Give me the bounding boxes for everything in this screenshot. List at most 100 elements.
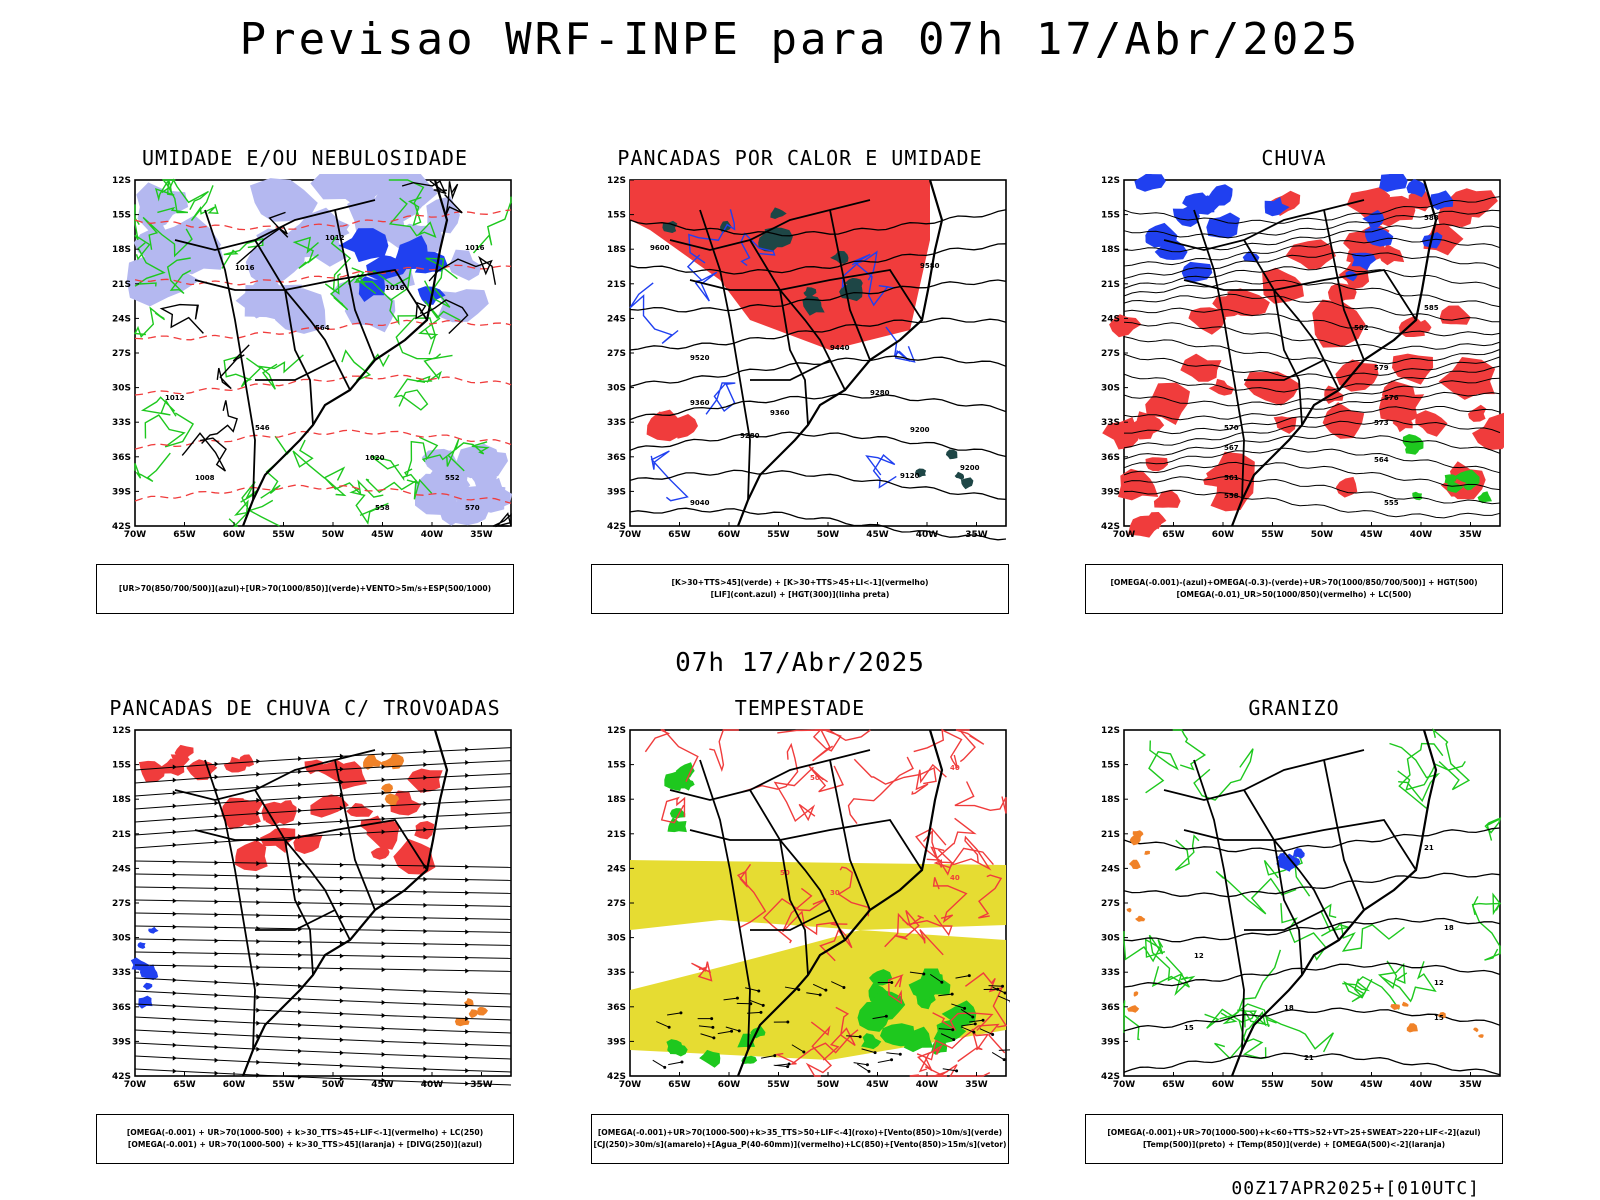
streamline-arrow <box>172 1055 177 1061</box>
hgt500-contour <box>1123 321 1501 351</box>
precipitable-water-contour <box>932 877 968 924</box>
streamline-arrow <box>465 929 470 935</box>
humidity-contour <box>228 499 274 527</box>
storm-area <box>310 794 349 818</box>
lon-tick-label: 40W <box>421 1080 444 1090</box>
forecast-map[interactable]: 504030405012S15S18S21S24S27S30S33S36S39S… <box>590 724 1010 1098</box>
hgt500-contour <box>1123 279 1501 308</box>
lifted-index-contour <box>841 250 878 289</box>
streamline <box>134 786 512 810</box>
hgt500-contour <box>1123 251 1501 280</box>
streamline-arrow <box>381 790 386 796</box>
wind-vector <box>749 999 764 1006</box>
streamline-arrow <box>423 1001 428 1007</box>
instability-area <box>758 233 779 252</box>
run-time-label: 00Z17APR2025+[010UTC] <box>1231 1178 1480 1199</box>
lat-tick-label: 33S <box>1101 418 1120 428</box>
forecast-map[interactable]: 12 15 18 21 12 15 18 21 12S 15S 18S 21S 24S 27S 30S 33S… <box>1084 724 1504 1098</box>
state-border <box>699 209 751 501</box>
contour-label: 573 <box>1374 419 1389 427</box>
wind-vector-head <box>761 1003 765 1007</box>
wind-vector-head <box>873 1051 877 1055</box>
wind-vector-head <box>786 1020 790 1024</box>
precipitable-water-contour <box>884 912 953 948</box>
wind-vector <box>656 1021 670 1028</box>
rain-area <box>1153 489 1181 508</box>
streamline-arrow <box>172 937 177 943</box>
state-border <box>750 909 831 931</box>
streamline <box>134 1042 512 1060</box>
streamline-arrow <box>339 1050 344 1056</box>
precipitable-water-contour <box>911 763 947 795</box>
thickness-contour <box>134 374 512 396</box>
temp500-contour <box>1123 917 1501 943</box>
hgt500-contour <box>1123 223 1501 253</box>
streamline <box>134 1068 512 1086</box>
instability-area <box>803 287 817 298</box>
humidity-contour <box>169 178 209 211</box>
panel-title: TEMPESTADE <box>734 696 866 720</box>
omega500-area <box>1437 1012 1446 1019</box>
hgt500-contour <box>1123 419 1501 449</box>
lifted-index-contour <box>688 209 736 264</box>
contour-label: 570 <box>465 504 480 512</box>
lat-tick-label: 27S <box>607 899 626 909</box>
lat-tick-label: 24S <box>112 314 131 324</box>
omega-area <box>1192 195 1220 215</box>
streamline-arrow <box>256 1033 261 1039</box>
precipitable-water-contour <box>762 897 827 944</box>
pressure-contour <box>444 181 463 215</box>
streamline-arrow <box>172 885 177 891</box>
streamline-arrow <box>465 1003 470 1009</box>
lat-tick-label: 21S <box>1101 830 1120 840</box>
precipitable-water-contour <box>894 910 924 940</box>
omega-strong-area <box>1453 469 1480 488</box>
rain-area <box>1472 412 1504 450</box>
forecast-map[interactable]: 588 585 582 579 576 573 570 567 564 561 558 555 12S 1… <box>1084 174 1504 548</box>
humidity-contour <box>292 439 346 481</box>
instability-area <box>914 468 927 478</box>
wind-vector <box>969 1019 984 1023</box>
streamline-arrow <box>256 873 261 879</box>
state-border <box>1273 839 1303 976</box>
omega-strong-area <box>1477 491 1492 504</box>
wind-vector-head <box>842 985 846 989</box>
contour-label: 1016 <box>385 284 405 292</box>
wind-vector-head <box>951 1028 955 1032</box>
contour-label: 21 <box>1424 844 1434 852</box>
streamline <box>134 1029 512 1047</box>
lat-tick-label: 27S <box>112 899 131 909</box>
humidity-contour <box>134 204 151 261</box>
contour-label: 585 <box>1424 304 1439 312</box>
streamline-arrow <box>381 803 386 809</box>
lat-tick-label: 39S <box>112 1037 131 1047</box>
thickness-contour <box>134 429 512 450</box>
rain-area <box>1266 190 1301 217</box>
jet-area <box>630 860 1006 930</box>
hail-area <box>1292 848 1305 859</box>
forecast-map[interactable]: 9600 9580 9520 9440 9360 9280 9200 9120 9040 9360… <box>590 174 1010 548</box>
lat-tick-label: 30S <box>607 934 626 944</box>
lat-tick-label: 21S <box>607 280 626 290</box>
forecast-map[interactable]: 1012 1016 1016 1016 1012 1020 570 564 558 552 546 1… <box>95 174 515 548</box>
divergence-area <box>142 982 153 990</box>
humidity-contour <box>418 300 461 340</box>
rain-area <box>1145 457 1168 472</box>
humidity-contour <box>349 488 389 525</box>
streamline-arrow <box>381 751 386 757</box>
lon-tick-label: 35W <box>1459 1080 1482 1090</box>
precipitable-water-contour <box>777 729 842 752</box>
streamline-arrow <box>172 1003 177 1009</box>
instability-area <box>961 477 974 490</box>
state-border <box>1193 759 1245 1051</box>
streamline-arrow <box>423 814 428 820</box>
humidity-contour <box>324 236 352 295</box>
streamline-arrow <box>423 967 428 973</box>
precipitable-water-contour <box>887 974 904 1005</box>
divergence-area <box>148 926 159 934</box>
wind-vector <box>667 1012 682 1016</box>
temp850-contour <box>1471 892 1502 916</box>
streamline-arrow <box>298 1009 303 1015</box>
omega-area <box>1362 210 1385 228</box>
